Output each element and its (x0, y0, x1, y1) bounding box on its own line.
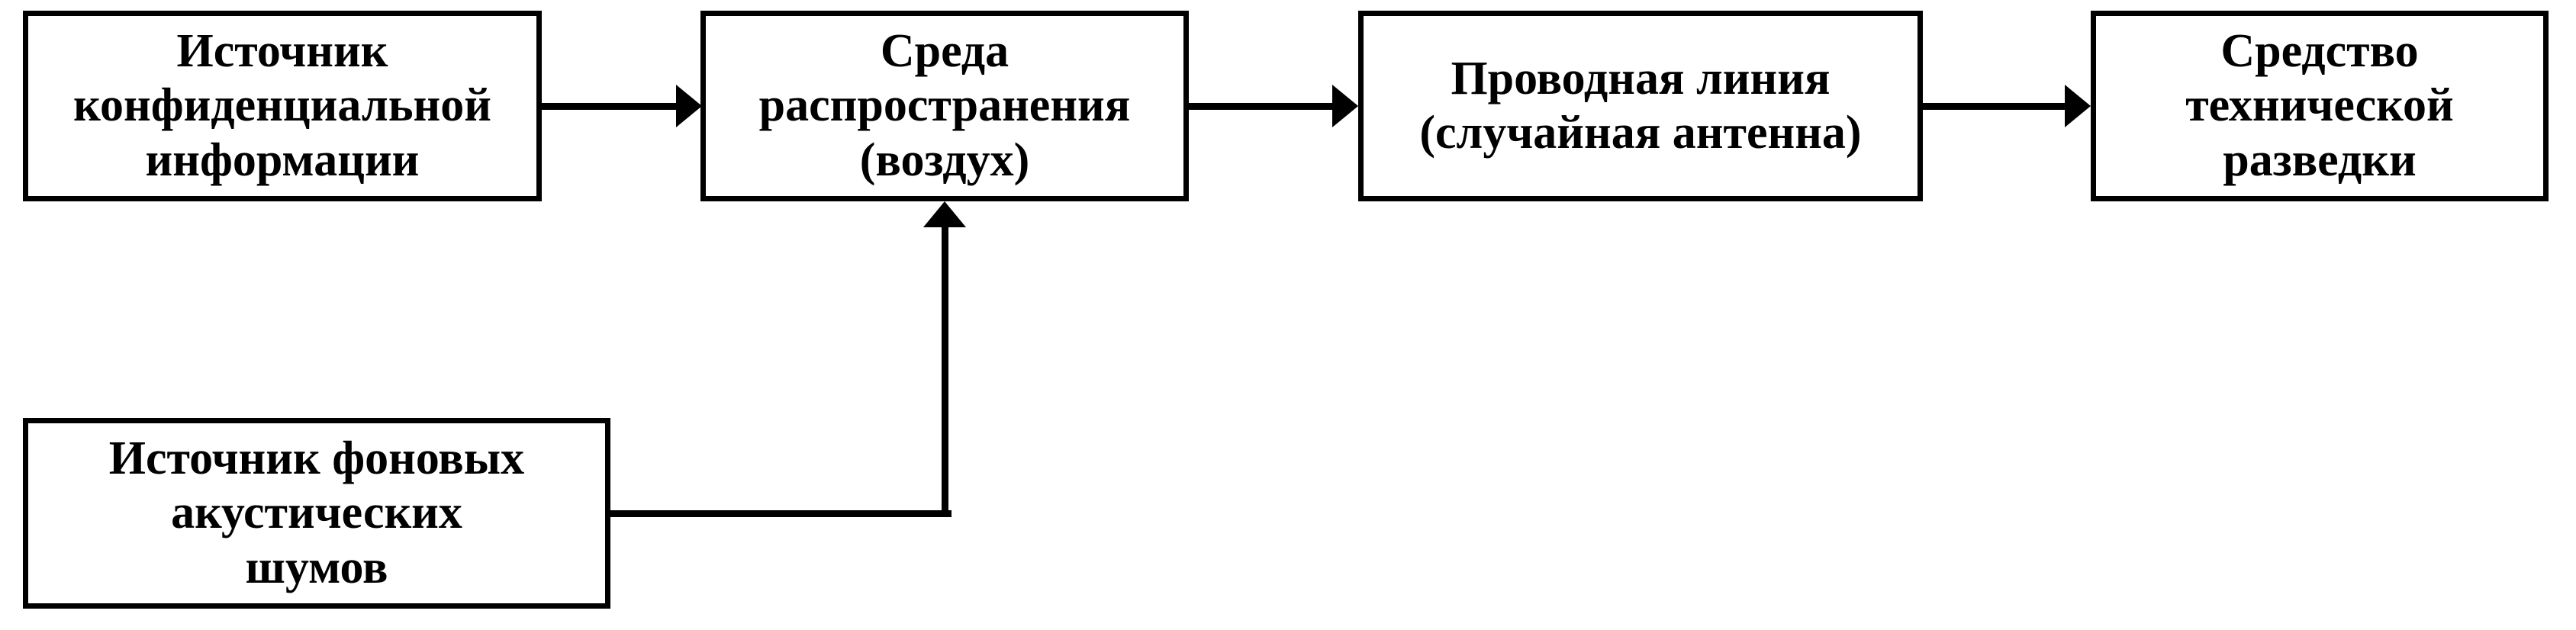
node-source-confidential: Источник конфиденциальной информации (23, 11, 542, 201)
node-label: Источник фоновых акустических шумов (109, 432, 524, 595)
arrow-head-icon (1332, 85, 1358, 127)
node-wired-line: Проводная линия (случайная антенна) (1358, 11, 1923, 201)
node-label: Среда распространения (воздух) (759, 24, 1131, 188)
arrow-head-icon (676, 85, 702, 127)
node-recon-device: Средство технической разведки (2091, 11, 2549, 201)
edge-source-to-medium (542, 103, 678, 110)
arrow-head-icon (923, 201, 966, 227)
node-label: Проводная линия (случайная антенна) (1419, 52, 1861, 161)
node-label: Источник конфиденциальной информации (73, 24, 491, 188)
node-propagation-medium: Среда распространения (воздух) (700, 11, 1189, 201)
edge-noise-to-medium-v (942, 227, 948, 517)
node-background-noise: Источник фоновых акустических шумов (23, 418, 610, 609)
arrow-head-icon (2065, 85, 2091, 127)
edge-noise-to-medium-h (610, 510, 952, 517)
edge-wired-to-recon (1923, 103, 2066, 110)
edge-medium-to-wired (1189, 103, 1334, 110)
node-label: Средство технической разведки (2185, 24, 2454, 188)
